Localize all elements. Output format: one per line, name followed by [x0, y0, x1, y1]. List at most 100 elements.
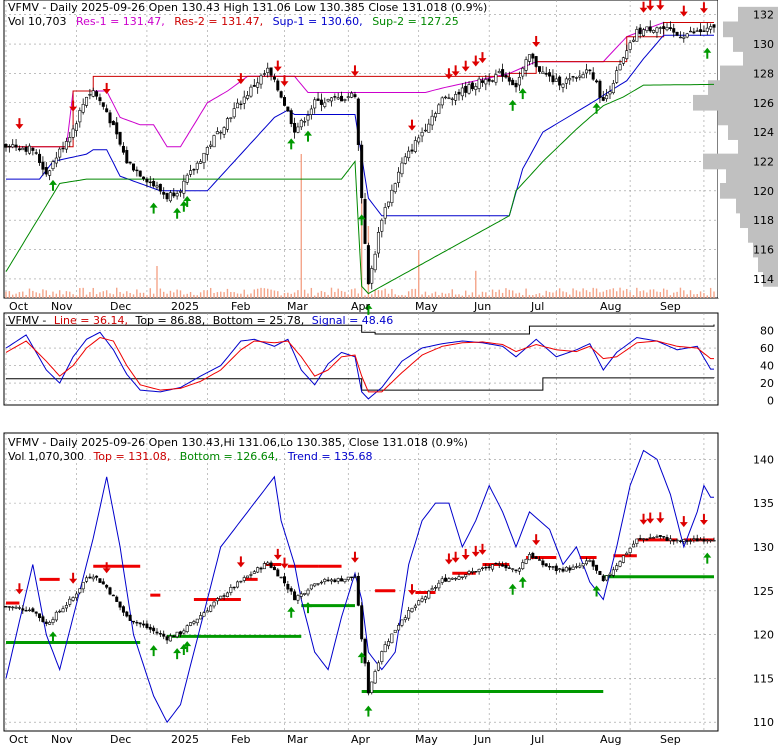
price-bar-body: [178, 191, 182, 193]
trend-price-bar: [514, 569, 518, 574]
trend-price-bar: [709, 539, 713, 543]
price-bar: [17, 145, 21, 152]
price-bar: [383, 202, 387, 225]
volume-profile-bar: [728, 124, 778, 140]
price-bar: [564, 76, 568, 90]
volume-bar: [206, 290, 209, 298]
price-bar-body: [118, 131, 122, 145]
price-bar: [645, 26, 649, 33]
price-bar: [236, 98, 240, 109]
volume-bar: [562, 291, 564, 298]
trend-price-bar-body: [189, 622, 193, 626]
trend-price-bar-body: [11, 606, 15, 609]
trend-price-bar: [269, 560, 273, 569]
trend-price-bar: [350, 576, 354, 581]
volume-bar: [139, 292, 141, 298]
price-bar: [672, 23, 676, 38]
trend-price-bar: [105, 584, 109, 590]
trend-price-bar-body: [81, 581, 85, 590]
sell-arrow-icon-head: [532, 41, 541, 47]
volume-bar: [441, 292, 443, 298]
trend-sell-arrow-icon-head: [646, 518, 655, 524]
price-bar-body: [125, 150, 129, 164]
volume-bar: [686, 294, 688, 298]
trend-buy-arrow-icon: [303, 602, 312, 614]
trend-price-bar-body: [373, 671, 377, 684]
trend-price-bar-body: [152, 627, 156, 632]
price-bar-body: [695, 30, 699, 32]
trend-price-bar-body: [628, 547, 632, 553]
volume-bar: [199, 292, 202, 298]
volume-bar: [15, 293, 17, 298]
trend-price-bar: [185, 624, 189, 634]
trend-price-bar-body: [672, 539, 676, 542]
price-bar: [668, 21, 672, 31]
price-bar: [121, 142, 125, 155]
trend-price-bar-body: [524, 558, 528, 564]
price-tick-label: 124: [753, 126, 774, 139]
trend-price-bar-body: [135, 621, 139, 624]
sell-arrow-icon-head: [451, 71, 460, 77]
volume-bar: [485, 292, 487, 298]
trend-price-bar-body: [44, 621, 48, 624]
price-bar-body: [71, 128, 75, 138]
price-bar-body: [7, 145, 11, 148]
price-bar: [467, 81, 471, 95]
price-bar-body: [212, 135, 216, 148]
price-bar: [403, 153, 407, 165]
trend-price-bar-body: [283, 576, 287, 584]
trend-price-bar-body: [168, 635, 172, 642]
price-bar: [497, 68, 501, 74]
price-bar-body: [236, 102, 240, 109]
trend-price-bar: [178, 630, 182, 638]
trend-price-bar: [454, 577, 458, 582]
sell-arrow-icon-head: [699, 8, 708, 14]
trend-price-bar-body: [178, 631, 182, 635]
trend-price-bar: [296, 594, 300, 604]
trend-price-bar-body: [514, 569, 518, 572]
sell-arrow-icon-head: [408, 125, 417, 131]
price-bar-body: [524, 59, 528, 71]
sell-arrow-icon: [532, 35, 541, 47]
price-bar-body: [628, 42, 632, 50]
volume-bar: [377, 290, 380, 298]
volume-bar: [642, 290, 645, 298]
price-bar: [400, 157, 404, 178]
volume-bar: [35, 292, 37, 298]
price-bar: [574, 76, 578, 82]
volume-bar: [528, 294, 531, 298]
trend-price-bar: [380, 650, 384, 665]
buy-arrow-icon: [508, 99, 517, 111]
trend-panel-title: VFMV - Daily 2025-09-26 Open 130.43,Hi 1…: [8, 436, 468, 449]
bottom-legend: Bottom = 25.78,: [213, 314, 305, 327]
trend-price-bar-body: [105, 584, 109, 588]
sell-arrow-icon-head: [273, 66, 282, 72]
price-bar-body: [678, 36, 682, 39]
price-bar-body: [645, 26, 649, 31]
price-bar: [44, 162, 48, 177]
price-bar-body: [21, 147, 25, 151]
buy-arrow-icon: [518, 88, 527, 100]
volume-bar: [75, 295, 78, 298]
trend-price-bar-body: [457, 576, 461, 580]
trend-price-bar: [172, 634, 176, 638]
price-bar: [296, 122, 300, 134]
trend-sell-arrow-icon-head: [461, 554, 470, 560]
price-bar: [705, 22, 709, 35]
price-bar: [108, 109, 112, 128]
trend-price-bar-body: [293, 591, 297, 601]
trend-price-bar: [605, 575, 609, 582]
price-bar-body: [410, 149, 414, 152]
trend-price-bar-body: [125, 611, 129, 617]
buy-arrow-icon: [303, 130, 312, 142]
trend-price-bar: [14, 605, 18, 610]
trend-price-bar: [88, 573, 92, 579]
trend-price-bar-body: [115, 596, 119, 602]
trend-price-bar: [618, 560, 622, 568]
trend-price-bar-body: [541, 560, 545, 566]
volume-bar: [391, 288, 393, 298]
volume-bar: [347, 294, 349, 298]
trend-price-bar-body: [460, 576, 464, 578]
price-bar: [229, 117, 233, 123]
trend-sell-arrow-icon-head: [679, 522, 688, 528]
